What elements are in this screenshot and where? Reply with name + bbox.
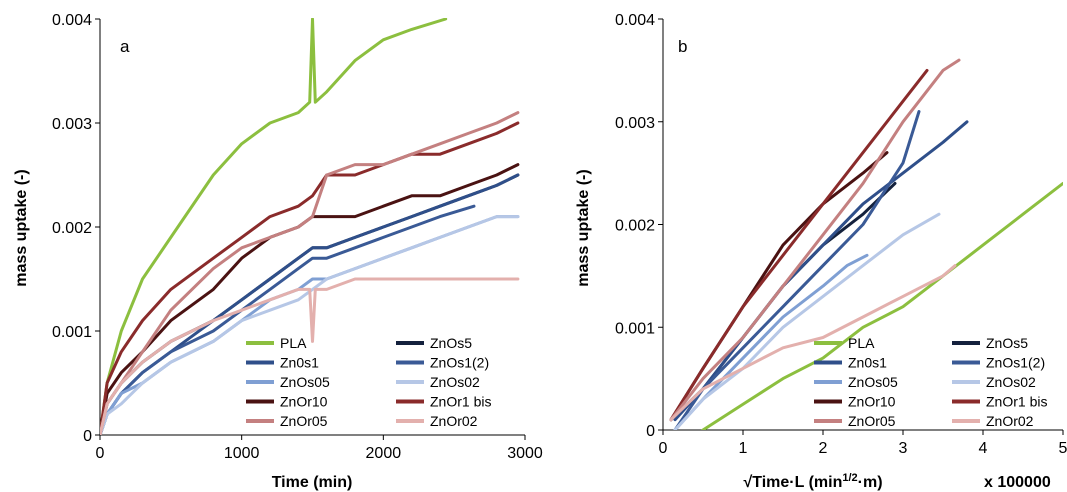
- x-tick-label: 3000: [507, 445, 543, 462]
- series-line-znor02: [100, 277, 520, 435]
- series-line-znor05: [100, 111, 520, 435]
- legend-label: ZnOs1(2): [430, 355, 489, 371]
- panel-b-xlabel-end: ·m): [858, 474, 883, 491]
- legend-label: ZnOr1 bis: [430, 394, 491, 410]
- x-tick-label: 3: [899, 440, 908, 457]
- series-line-znos1-2-: [673, 110, 921, 430]
- legend-label: ZnOr02: [430, 413, 478, 429]
- legend-label: ZnOr05: [280, 413, 328, 429]
- x-tick-label: 2: [819, 440, 828, 457]
- legend-label: ZnOr02: [986, 413, 1034, 429]
- panel-a-ylabel: mass uptake (-): [13, 169, 30, 286]
- panel-a-xlabel: Time (min): [272, 474, 353, 491]
- x-tick-label: 0: [96, 445, 105, 462]
- y-tick-label: 0: [83, 428, 92, 445]
- y-tick-label: 0.002: [52, 220, 92, 237]
- legend-label: ZnOs5: [986, 335, 1028, 351]
- y-tick-label: 0.004: [52, 12, 92, 29]
- panel-b-xlabel: √Time·L (min1/2·m): [743, 472, 882, 491]
- x-tick-label: 4: [979, 440, 988, 457]
- plot-layer: 0 0.001 0.002 0.003 0.004 0 1000 2000 3000 PLA Zn0…: [52, 12, 1067, 462]
- series-group: [669, 58, 1063, 430]
- legend: PLA Zn0s1 ZnOs05 ZnOr10 ZnOr05 ZnOs5 ZnOs1(2) Z…: [814, 335, 1047, 429]
- panel-b-xlabel-main: √Time·L (min: [743, 474, 842, 491]
- panel-b-label: b: [678, 37, 687, 56]
- series-line-znos02: [673, 212, 941, 430]
- series-line-znor02: [669, 264, 957, 422]
- legend-label: ZnOs05: [848, 374, 898, 390]
- x-tick-label: 2000: [366, 445, 402, 462]
- legend-label: ZnOr05: [848, 413, 896, 429]
- panel-a: 0 0.001 0.002 0.003 0.004 0 1000 2000 3000 PLA Zn0…: [52, 12, 543, 462]
- panel-b: 0 0.001 0.002 0.003 0.004 0 1 2 3 4 5 PLA Zn0s1 ZnOs0…: [615, 12, 1067, 457]
- legend-label: PLA: [848, 335, 875, 351]
- y-tick-label: 0.003: [52, 116, 92, 133]
- series-line-pla: [701, 181, 1063, 430]
- legend-label: ZnOr10: [280, 394, 328, 410]
- series-group: [100, 18, 520, 435]
- series-line-znor05: [669, 58, 961, 422]
- legend-label: ZnOs5: [430, 335, 472, 351]
- series-line-znor1-bis: [100, 121, 520, 435]
- panel-b-multiplier: x 100000: [984, 474, 1051, 491]
- legend-label: ZnOs1(2): [986, 355, 1045, 371]
- series-line-zn0s1: [673, 120, 969, 422]
- series-line-pla: [100, 18, 448, 435]
- x-tick-label: 1000: [224, 445, 260, 462]
- legend-label: ZnOs02: [986, 374, 1036, 390]
- y-tick-label: 0: [646, 423, 655, 440]
- y-tick-label: 0.001: [615, 320, 655, 337]
- panel-b-ylabel: mass uptake (-): [575, 169, 592, 286]
- legend-label: Zn0s1: [280, 355, 319, 371]
- x-tick-label: 0: [659, 440, 668, 457]
- legend-label: ZnOs02: [430, 374, 480, 390]
- y-tick-label: 0.002: [615, 218, 655, 235]
- legend-label: Zn0s1: [848, 355, 887, 371]
- x-tick-label: 5: [1059, 440, 1067, 457]
- legend-label: PLA: [280, 335, 307, 351]
- y-tick-label: 0.001: [52, 324, 92, 341]
- y-tick-label: 0.003: [615, 115, 655, 132]
- panel-a-label: a: [120, 37, 130, 56]
- series-line-znos1-2-: [100, 204, 476, 435]
- legend-label: ZnOr1 bis: [986, 394, 1047, 410]
- series-line-znor1-bis: [669, 68, 929, 422]
- panel-b-xlabel-sup: 1/2: [842, 472, 857, 484]
- legend-label: ZnOs05: [280, 374, 330, 390]
- x-tick-label: 1: [739, 440, 748, 457]
- y-tick-label: 0.004: [615, 12, 655, 29]
- legend: PLA Zn0s1 ZnOs05 ZnOr10 ZnOr05 ZnOs5 ZnOs1(2) Z…: [246, 335, 491, 429]
- series-line-znos02: [100, 215, 520, 435]
- legend-label: ZnOr10: [848, 394, 896, 410]
